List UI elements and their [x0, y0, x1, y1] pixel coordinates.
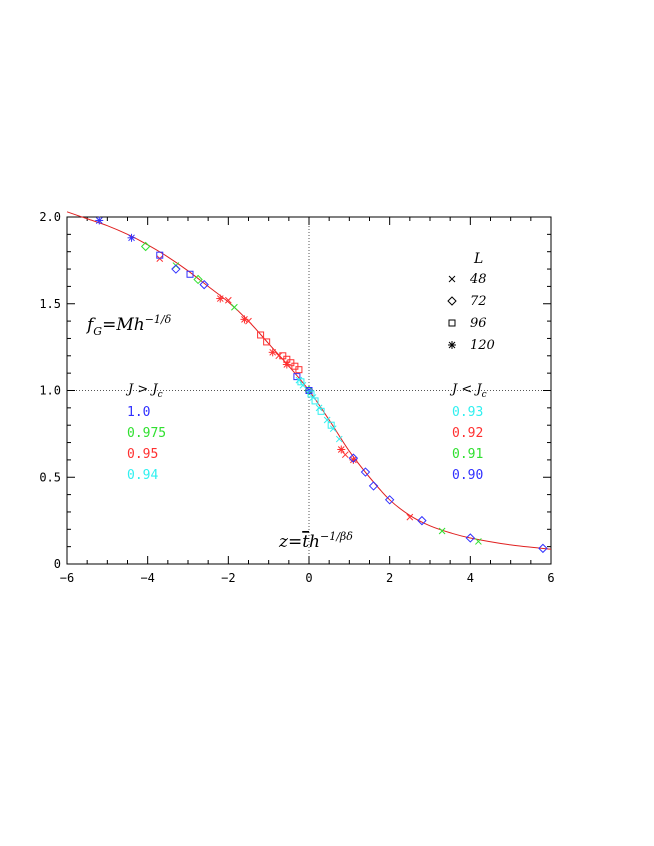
legend-marker-diamond [447, 296, 457, 306]
x-tick-label: 4 [467, 571, 474, 585]
legend-label: 120 [470, 338, 495, 353]
data-point [231, 303, 238, 311]
data-point [257, 331, 265, 339]
data-point [140, 241, 151, 252]
data-point [311, 397, 319, 405]
data-point [275, 352, 283, 360]
legend-marker-asterisk [448, 341, 456, 349]
legend-marker-cross [448, 275, 456, 283]
data-point [360, 467, 371, 477]
data-points [95, 216, 548, 554]
data-point [295, 366, 303, 374]
data-point [127, 233, 136, 242]
data-point [368, 481, 379, 491]
legend-label: 72 [470, 294, 487, 309]
x-tick-label: −2 [221, 571, 235, 585]
legend-value-left: 0.94 [127, 468, 158, 483]
data-point [406, 513, 414, 521]
data-point [327, 421, 335, 429]
data-point [293, 373, 301, 381]
color-legend-left: 1.0 0.975 0.95 0.94 [127, 405, 166, 483]
data-point [224, 296, 232, 304]
data-point [216, 294, 225, 303]
legend-value-left: 1.0 [127, 405, 150, 420]
x-tick-label: 0 [305, 571, 312, 585]
legend-value-right: 0.93 [452, 405, 483, 420]
data-point [417, 515, 427, 526]
data-point [348, 453, 359, 463]
x-axis-label: z=th−1/βδ [278, 530, 353, 552]
data-point [263, 338, 271, 346]
data-point [341, 451, 349, 459]
left-group-title: J > Jc [125, 382, 163, 400]
data-point [337, 445, 346, 454]
legend-value-left: 0.975 [127, 426, 166, 441]
legend-label: 48 [469, 272, 487, 287]
data-point [438, 527, 446, 535]
reference-lines [67, 217, 551, 564]
data-point [193, 274, 203, 285]
x-tick-label: −6 [60, 571, 74, 585]
legend-title: L [473, 251, 483, 267]
data-point [199, 279, 209, 290]
x-tick-label: −4 [140, 571, 154, 585]
data-point [307, 390, 315, 398]
y-tick-label: 0.5 [39, 470, 61, 484]
y-tick-label: 0 [54, 557, 61, 571]
axis-ticks [66, 216, 552, 565]
x-tick-label: 2 [386, 571, 393, 585]
legend-value-right: 0.92 [452, 426, 483, 441]
data-point [268, 348, 277, 357]
data-point [335, 435, 343, 443]
data-point [171, 264, 181, 274]
tick-labels: −6 −4 −2 0 2 4 6 0 0.5 1.0 1.5 2.0 [39, 210, 554, 585]
legend-value-left: 0.95 [127, 447, 158, 462]
data-point [538, 543, 548, 554]
y-tick-label: 1.0 [39, 384, 61, 398]
data-point [186, 270, 194, 278]
data-point [384, 495, 395, 505]
legend-value-right: 0.90 [452, 468, 483, 483]
data-point [240, 315, 249, 324]
x-tick-label: 6 [547, 571, 554, 585]
data-point [297, 378, 305, 386]
data-point [295, 376, 303, 384]
data-point [95, 216, 104, 225]
y-tick-label: 2.0 [39, 210, 61, 224]
marker-legend: 48 72 96 120 [447, 272, 495, 353]
data-point [465, 533, 476, 543]
legend-label: 96 [470, 316, 487, 331]
data-point [156, 251, 164, 259]
data-point [475, 538, 482, 545]
data-point [317, 407, 325, 415]
legend-marker-square [448, 319, 456, 327]
y-axis-label: fG=Mh−1/δ [85, 313, 172, 338]
color-legend-right: 0.93 0.92 0.91 0.90 [452, 405, 483, 483]
y-tick-label: 1.5 [39, 297, 61, 311]
legend-value-right: 0.91 [452, 447, 483, 462]
right-group-title: J < Jc [449, 382, 487, 400]
